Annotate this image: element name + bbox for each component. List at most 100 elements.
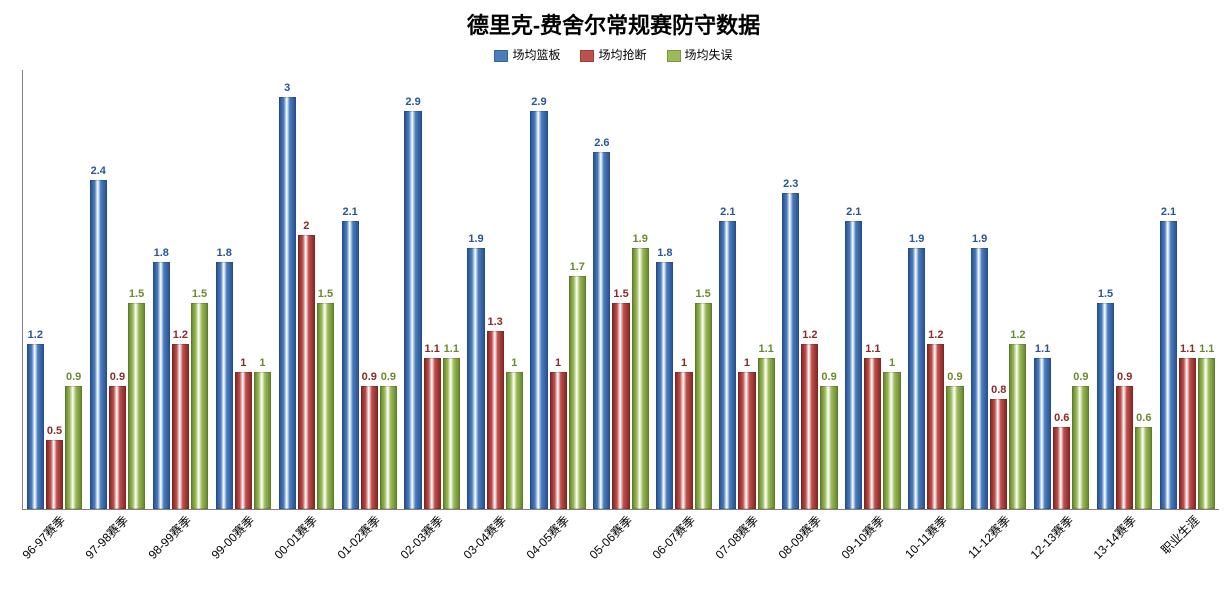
- bar-group: 2.10.90.901-02赛季: [338, 70, 401, 509]
- bars-wrap: 1.50.90.6: [1097, 70, 1152, 509]
- bar: 1: [738, 372, 755, 509]
- legend-item-0: 场均篮板: [494, 46, 560, 63]
- bar-value-label: 1.9: [909, 233, 924, 245]
- bar-group: 2.40.91.597-98赛季: [86, 70, 149, 509]
- x-axis-label: 97-98赛季: [82, 512, 133, 563]
- bar: 2.1: [845, 221, 862, 509]
- bar-value-label: 1.9: [468, 233, 483, 245]
- bar-value-label: 1.5: [695, 288, 710, 300]
- x-axis-label: 01-02赛季: [333, 512, 384, 563]
- bar: 0.9: [820, 386, 837, 509]
- bars-wrap: 321.5: [279, 70, 334, 509]
- bar-value-label: 0.8: [991, 384, 1006, 396]
- bar-group: 321.500-01赛季: [275, 70, 338, 509]
- x-axis-label: 02-03赛季: [396, 512, 447, 563]
- bar: 1.8: [656, 262, 673, 509]
- bar: 2.1: [342, 221, 359, 509]
- bar: 0.9: [1072, 386, 1089, 509]
- bars-wrap: 2.61.51.9: [593, 70, 648, 509]
- bar: 1.3: [487, 331, 504, 509]
- bar-value-label: 2.1: [1161, 206, 1176, 218]
- bar-value-label: 1.1: [1035, 343, 1050, 355]
- bar-group: 1.20.50.996-97赛季: [23, 70, 86, 509]
- bar: 1.9: [908, 248, 925, 509]
- bar: 0.9: [109, 386, 126, 509]
- bars-wrap: 2.91.11.1: [404, 70, 459, 509]
- bar-value-label: 2.6: [594, 137, 609, 149]
- bar-value-label: 0.6: [1136, 412, 1151, 424]
- bar-value-label: 1.2: [1010, 329, 1025, 341]
- bars-wrap: 2.11.11.1: [1160, 70, 1215, 509]
- bar-value-label: 1.5: [192, 288, 207, 300]
- bar-group: 1.90.81.211-12赛季: [967, 70, 1030, 509]
- bar-value-label: 0.9: [947, 371, 962, 383]
- bar-value-label: 1: [511, 357, 517, 369]
- bar-group: 2.11.1109-10赛季: [841, 70, 904, 509]
- bar-group: 1.10.60.912-13赛季: [1030, 70, 1093, 509]
- bar: 0.5: [46, 440, 63, 509]
- bar-value-label: 0.9: [821, 371, 836, 383]
- chart-title: 德里克-费舍尔常规赛防守数据: [0, 0, 1227, 40]
- bars-wrap: 1.91.31: [467, 70, 522, 509]
- bar: 1: [235, 372, 252, 509]
- bar-value-label: 1.1: [1180, 343, 1195, 355]
- bar-group: 1.91.20.910-11赛季: [904, 70, 967, 509]
- bars-wrap: 1.91.20.9: [908, 70, 963, 509]
- x-axis-label: 09-10赛季: [837, 512, 888, 563]
- x-axis-label: 99-00赛季: [207, 512, 258, 563]
- bar-group: 1.50.90.613-14赛季: [1093, 70, 1156, 509]
- bars-wrap: 2.10.90.9: [342, 70, 397, 509]
- bar-value-label: 1: [240, 357, 246, 369]
- legend-label: 场均篮板: [512, 48, 560, 62]
- x-axis-label: 07-08赛季: [711, 512, 762, 563]
- x-axis-label: 11-12赛季: [964, 512, 1014, 562]
- bar-group: 2.911.704-05赛季: [527, 70, 590, 509]
- bar: 1: [675, 372, 692, 509]
- bars-wrap: 2.31.20.9: [782, 70, 837, 509]
- bar-value-label: 1.1: [444, 343, 459, 355]
- bar: 1.1: [1034, 358, 1051, 509]
- x-axis-label: 03-04赛季: [459, 512, 510, 563]
- bars-wrap: 1.811.5: [656, 70, 711, 509]
- bar: 2.4: [90, 180, 107, 509]
- bar-value-label: 2.9: [531, 96, 546, 108]
- bar-value-label: 2.9: [405, 96, 420, 108]
- bar: 1.2: [1009, 344, 1026, 509]
- bar-value-label: 1.5: [613, 288, 628, 300]
- bar-value-label: 1.8: [154, 247, 169, 259]
- bar-value-label: 0.9: [1073, 371, 1088, 383]
- bar: 0.6: [1135, 427, 1152, 509]
- bar-value-label: 2.3: [783, 178, 798, 190]
- legend-swatch: [494, 50, 508, 62]
- legend: 场均篮板场均抢断场均失误: [0, 46, 1227, 63]
- bar: 1.5: [612, 303, 629, 509]
- bar-value-label: 0.5: [47, 425, 62, 437]
- bars-wrap: 2.40.91.5: [90, 70, 145, 509]
- bar: 1.5: [317, 303, 334, 509]
- bar: 1.2: [801, 344, 818, 509]
- bar-value-label: 1: [681, 357, 687, 369]
- bar-value-label: 0.9: [1117, 371, 1132, 383]
- bar: 1.1: [1198, 358, 1215, 509]
- bars-wrap: 1.10.60.9: [1034, 70, 1089, 509]
- bar-value-label: 1: [889, 357, 895, 369]
- x-axis-label: 08-09赛季: [774, 512, 825, 563]
- bar-value-label: 1.2: [928, 329, 943, 341]
- bar: 1.5: [128, 303, 145, 509]
- x-axis-label: 06-07赛季: [648, 512, 699, 563]
- bar-value-label: 2.1: [342, 206, 357, 218]
- bar: 1.2: [27, 344, 44, 509]
- bar-value-label: 1.2: [802, 329, 817, 341]
- plot-area: 1.20.50.996-97赛季2.40.91.597-98赛季1.81.21.…: [22, 70, 1219, 510]
- bars-wrap: 1.20.50.9: [27, 70, 82, 509]
- bar-value-label: 1.7: [570, 261, 585, 273]
- bar: 2.6: [593, 152, 610, 509]
- bar-value-label: 1: [744, 357, 750, 369]
- bar: 1.9: [467, 248, 484, 509]
- bar: 1: [506, 372, 523, 509]
- bar-value-label: 2: [303, 220, 309, 232]
- bar-group: 2.111.107-08赛季: [715, 70, 778, 509]
- bar-value-label: 1.1: [1199, 343, 1214, 355]
- bar: 1.9: [632, 248, 649, 509]
- legend-label: 场均失误: [685, 48, 733, 62]
